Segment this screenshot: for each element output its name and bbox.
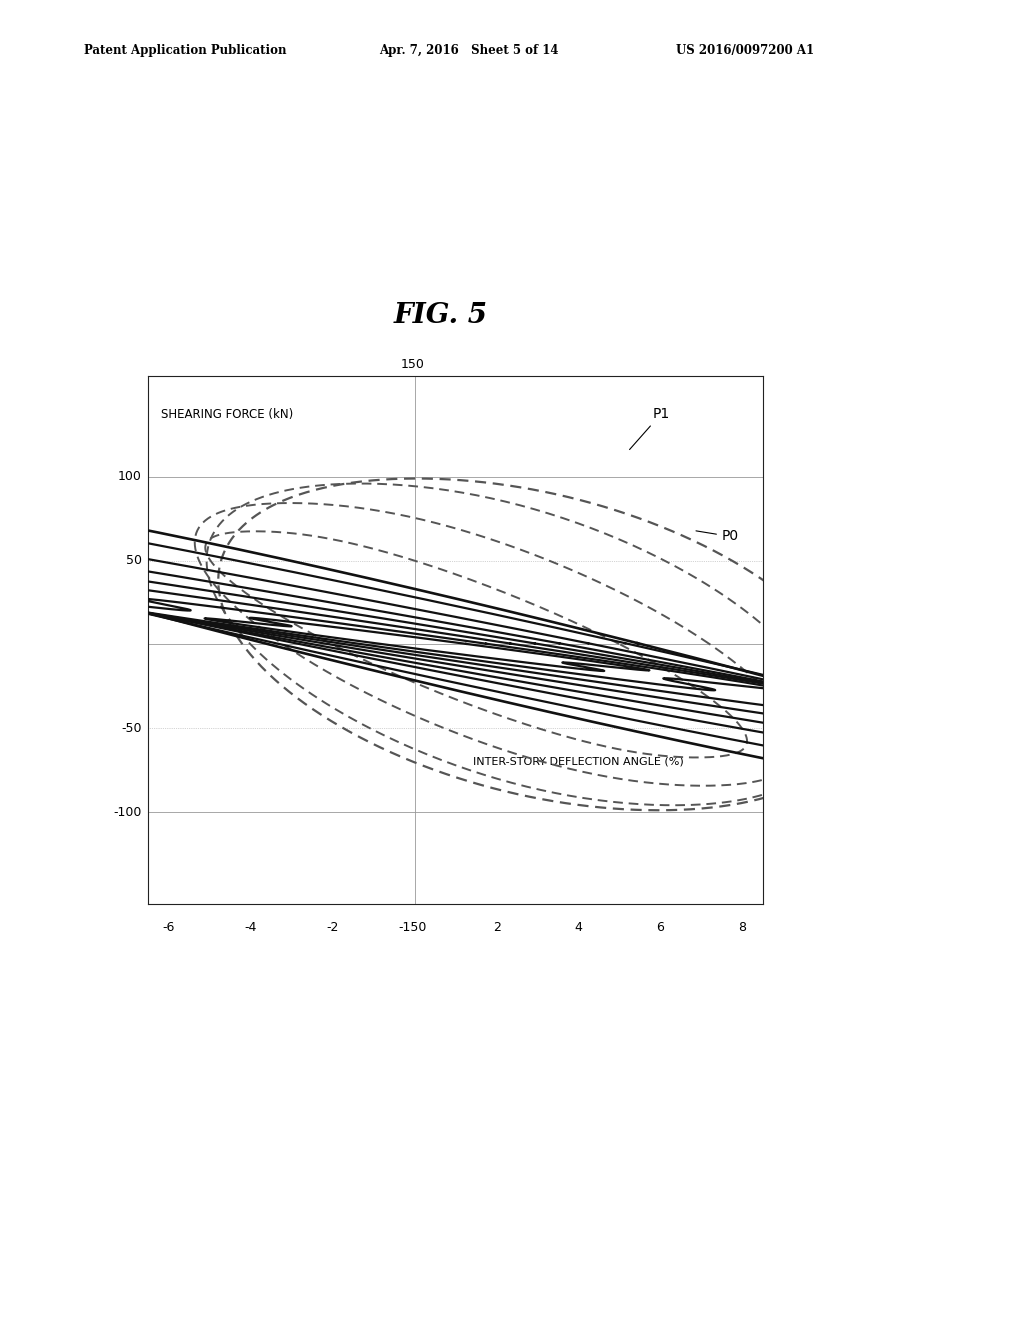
Text: -6: -6 <box>163 921 175 933</box>
Text: 4: 4 <box>574 921 583 933</box>
Text: INTER-STORY DEFLECTION ANGLE (%): INTER-STORY DEFLECTION ANGLE (%) <box>473 756 684 767</box>
Text: P1: P1 <box>630 407 670 450</box>
Text: 8: 8 <box>738 921 746 933</box>
Text: -2: -2 <box>327 921 339 933</box>
Text: P0: P0 <box>696 529 739 544</box>
Text: 2: 2 <box>493 921 501 933</box>
Text: Apr. 7, 2016   Sheet 5 of 14: Apr. 7, 2016 Sheet 5 of 14 <box>379 44 558 57</box>
Text: Patent Application Publication: Patent Application Publication <box>84 44 287 57</box>
Text: -100: -100 <box>114 805 141 818</box>
Text: -50: -50 <box>121 722 141 735</box>
Text: SHEARING FORCE (kN): SHEARING FORCE (kN) <box>161 408 293 421</box>
Text: US 2016/0097200 A1: US 2016/0097200 A1 <box>676 44 814 57</box>
Text: 6: 6 <box>656 921 665 933</box>
Text: -150: -150 <box>398 921 427 933</box>
Text: 100: 100 <box>118 470 141 483</box>
Text: 150: 150 <box>400 358 425 371</box>
Text: FIG. 5: FIG. 5 <box>393 302 487 330</box>
Text: 50: 50 <box>126 554 141 568</box>
Text: -4: -4 <box>245 921 257 933</box>
